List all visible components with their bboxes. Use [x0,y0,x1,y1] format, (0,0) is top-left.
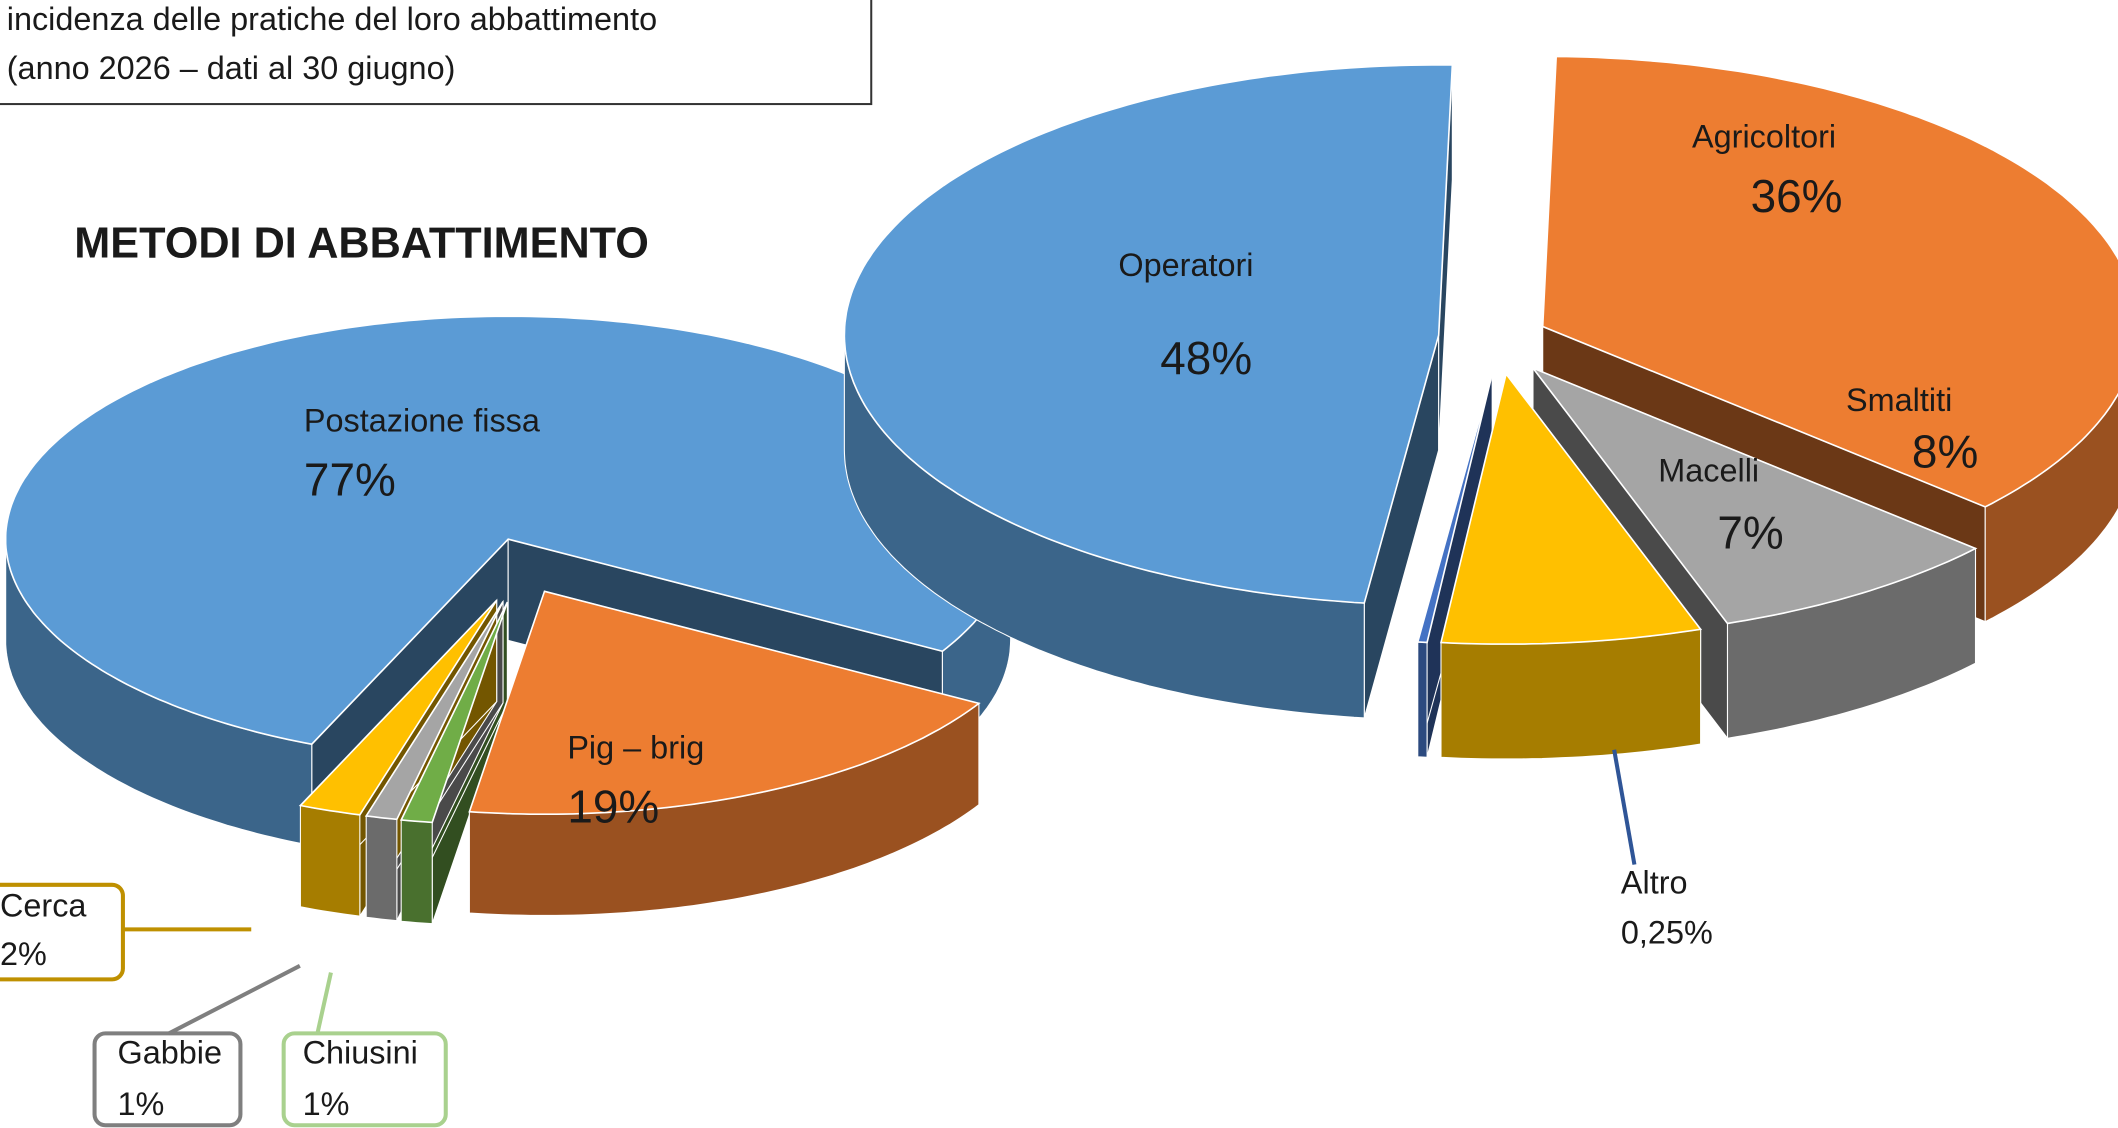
leader-line [315,972,333,1034]
slice-value: 0,25% [1621,914,1713,950]
pie-sides [843,335,2118,760]
slice [1530,366,1978,625]
slice [1416,373,1493,644]
slice-name: Pig – brig [567,729,704,765]
slice-value: 19% [567,781,659,833]
labels: Postazione fissa 77% Pig – brig 19% Chiusini… [0,119,1978,1128]
slice-side [1440,628,1702,760]
slice-name: Macelli [1658,452,1759,488]
slice [843,64,1454,604]
slice-name: Altro [1621,864,1688,900]
slice-name: Chiusini [303,1035,418,1071]
slice-name: Smaltiti [1846,382,1952,418]
slice-value: 1% [118,1086,165,1122]
slice-value: 7% [1717,506,1783,558]
slice-name: Operatori [1118,247,1253,283]
slice-name: Postazione fissa [304,402,541,438]
caption-line: incidenza delle pratiche del loro abbatt… [7,1,657,37]
slice [298,599,498,816]
slice-side [1984,393,2118,623]
callout-box [92,1031,243,1128]
slice [1439,372,1703,645]
slice-name: Agricoltori [1692,119,1836,155]
pie-tops [843,55,2118,645]
slice-side [1417,641,1428,758]
callout-box [281,1031,448,1128]
chart-title: METODI DI ABBATTIMENTO [74,219,649,267]
slice-side [299,804,361,917]
slice-side [365,815,398,922]
leader-line [1612,749,1637,865]
slice [364,601,504,821]
pies [4,55,2118,925]
slice [468,590,981,815]
slice-value: 1% [303,1086,350,1122]
callout-box [0,882,125,982]
slice-value: 36% [1751,170,1843,222]
slice [399,601,509,824]
slice-name: Gabbie [118,1035,223,1071]
leader-line [167,964,301,1036]
slice-side [400,819,433,925]
slice [1541,55,2118,508]
slice-value: 8% [1912,425,1978,477]
slice-value: 48% [1160,332,1252,384]
caption-box [0,0,873,106]
slice-value: 77% [304,454,396,506]
caption-line: (anno 2026 – dati al 30 giugno) [7,50,456,86]
slice-name: Cerca [0,887,87,923]
slice-value: 2% [0,936,47,972]
